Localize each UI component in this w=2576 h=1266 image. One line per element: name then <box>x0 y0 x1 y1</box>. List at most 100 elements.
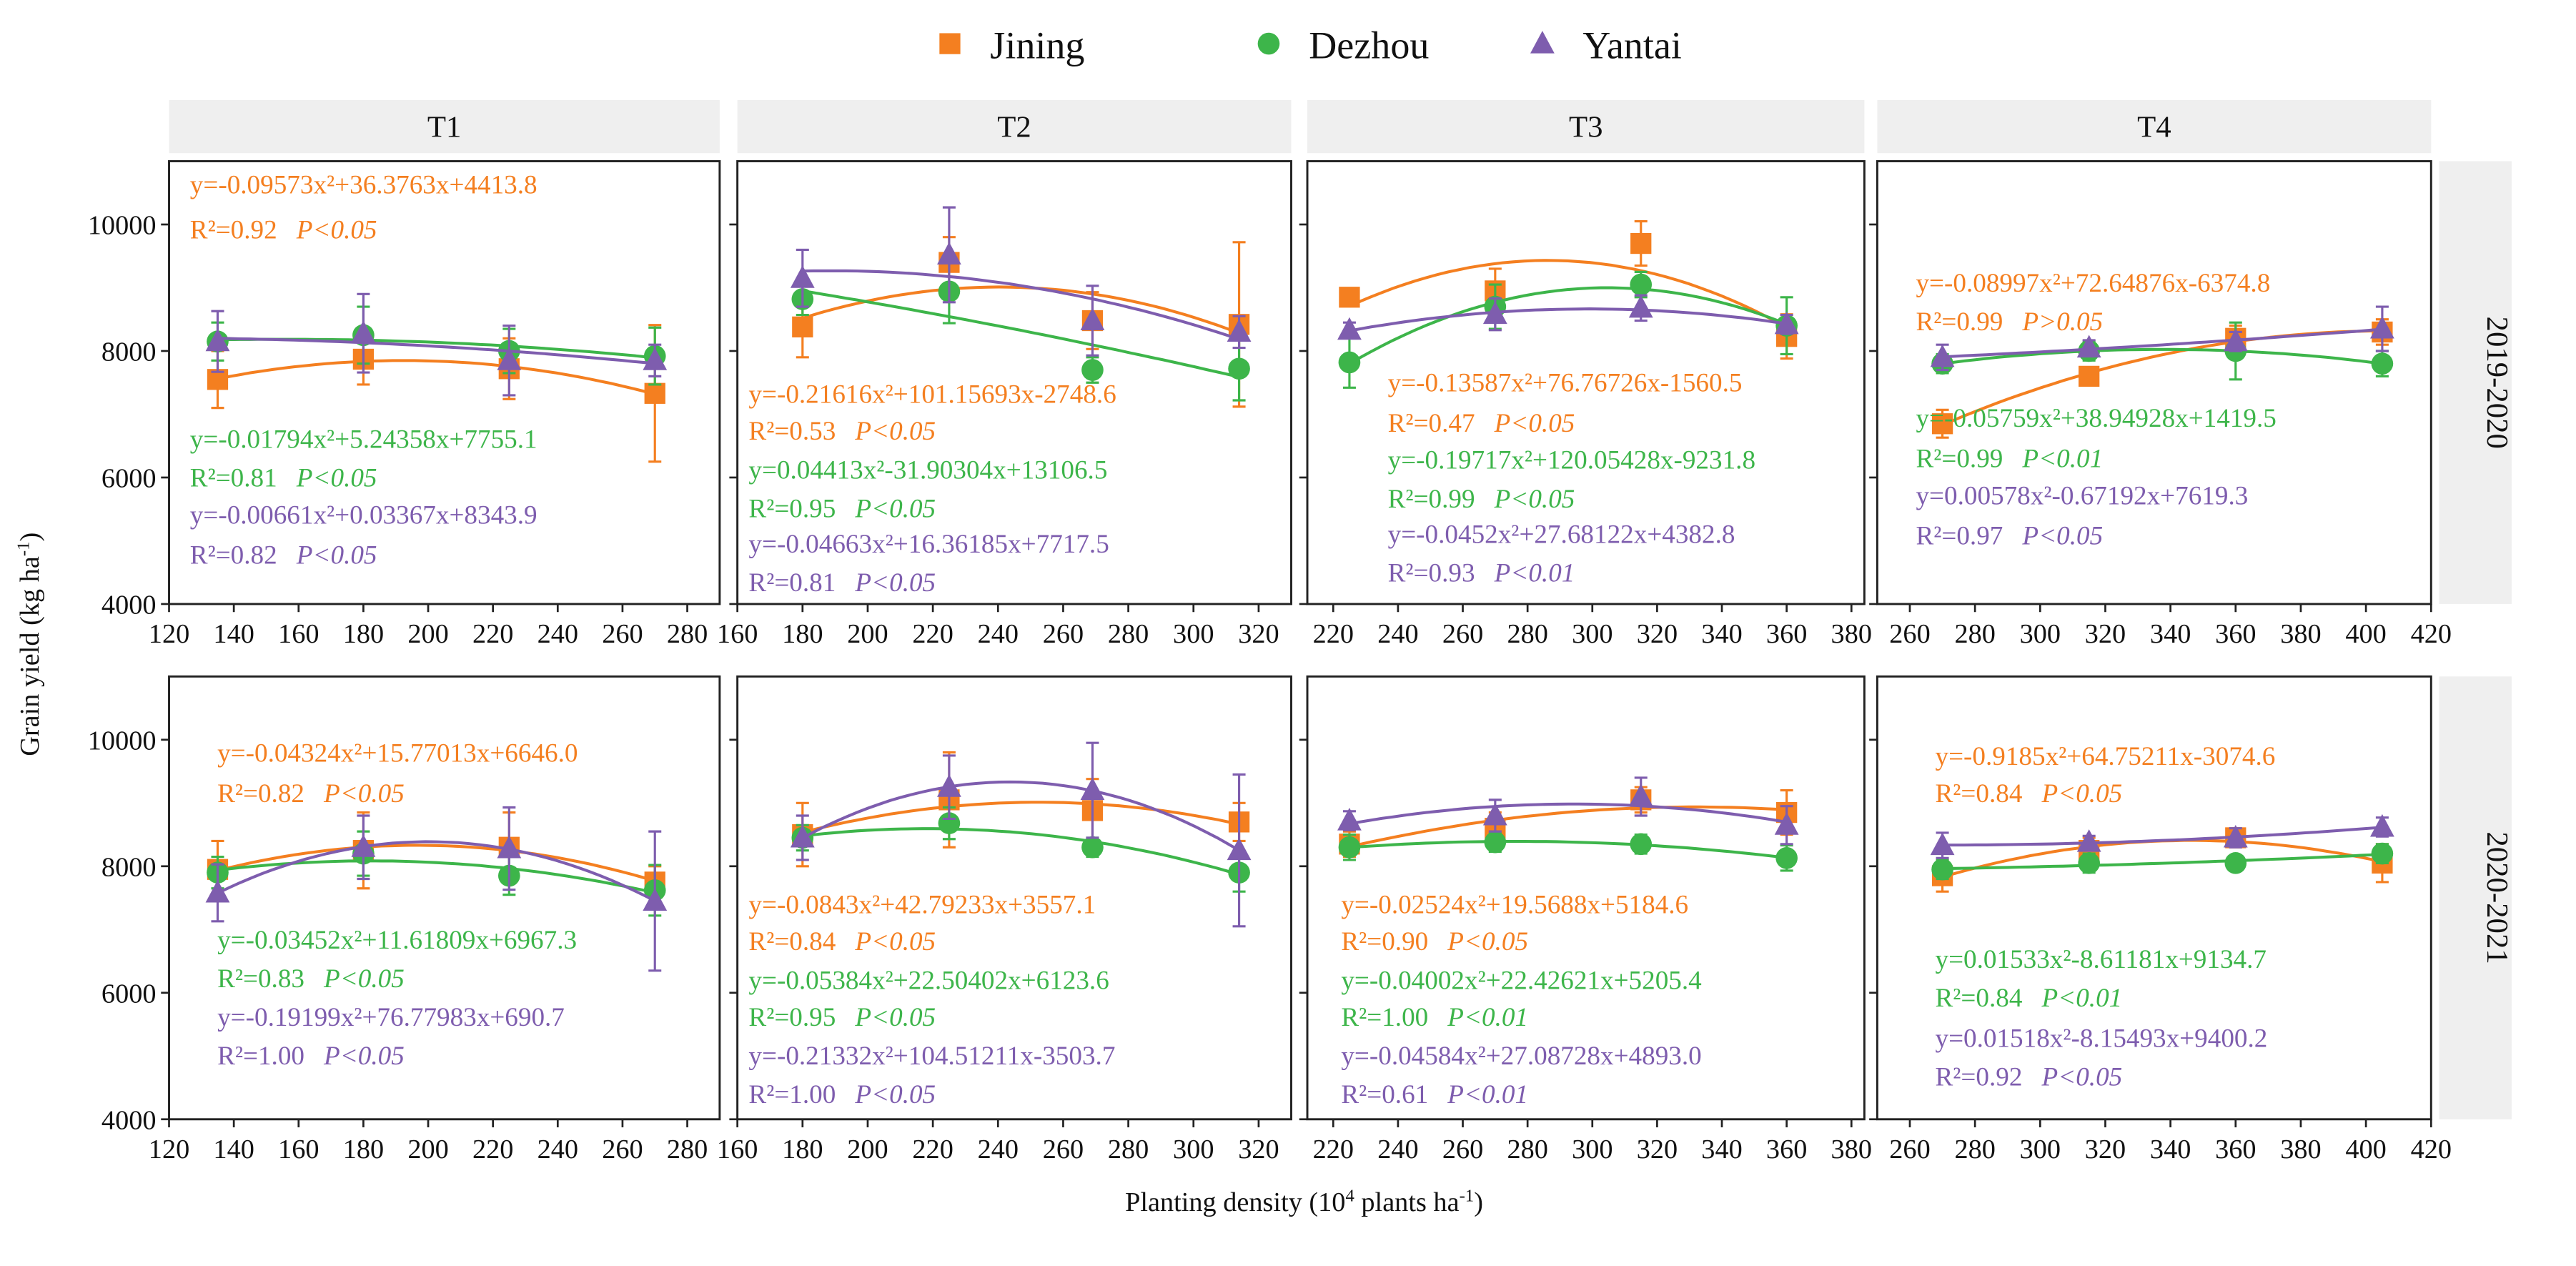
x-tick-label: 260 <box>1043 619 1084 649</box>
data-point-dezhou <box>1338 351 1361 374</box>
data-point-dezhou <box>1228 357 1250 380</box>
x-tick-label: 160 <box>278 1134 319 1164</box>
r-squared-jining: R²=0.53 <box>748 417 836 446</box>
x-axis-label: Planting density (104 plants ha-1) <box>1125 1187 1483 1218</box>
fit-curve-jining <box>802 285 1240 335</box>
fit-curve-yantai <box>1349 802 1787 826</box>
x-tick-label: 160 <box>717 1134 758 1164</box>
data-point-yantai <box>1482 301 1507 325</box>
strip-label-t2: T2 <box>997 111 1031 144</box>
r-squared-yantai: R²=0.92 <box>1936 1062 2023 1092</box>
legend: Jining Dezhou Yantai <box>939 24 1682 66</box>
y-tick-label: 8000 <box>101 337 157 367</box>
x-tick-label: 300 <box>2020 619 2061 649</box>
p-value-yantai: P<0.05 <box>2041 1062 2122 1092</box>
x-tick-label: 160 <box>278 619 319 649</box>
x-tick-label: 340 <box>1701 619 1742 649</box>
data-point-yantai <box>1080 307 1105 331</box>
equation-dezhou: y=0.04413x²-31.90304x+13106.5 <box>748 455 1107 485</box>
data-point-yantai <box>790 824 815 848</box>
x-tick-label: 320 <box>2085 619 2126 649</box>
x-tick-label: 260 <box>602 1134 643 1164</box>
x-tick-label: 280 <box>1954 1134 1995 1164</box>
x-tick-label: 380 <box>1831 1134 1872 1164</box>
fit-curve-dezhou <box>1349 286 1788 365</box>
x-tick-label: 300 <box>2020 1134 2061 1164</box>
r-squared-dezhou: R²=1.00 <box>1341 1003 1428 1032</box>
p-value-dezhou: P<0.01 <box>2041 984 2122 1013</box>
p-value-dezhou: P<0.05 <box>323 964 405 994</box>
x-tick-label: 220 <box>912 1134 953 1164</box>
y-tick-label: 10000 <box>88 211 157 241</box>
p-value-dezhou: P<0.05 <box>296 464 377 493</box>
x-tick-label: 260 <box>1442 619 1483 649</box>
strip-t3 <box>1307 99 1865 154</box>
panel-t4-2020-2021: 260 280 300 320 340 360 380 400 420 y=-0.9185x²+6… <box>1869 675 2452 1164</box>
equation-yantai: y=-0.00661x²+0.03367x+8343.9 <box>190 500 538 530</box>
x-tick-label: 240 <box>978 1134 1019 1164</box>
legend-label-yantai: Yantai <box>1582 24 1682 66</box>
data-point-yantai <box>497 835 522 859</box>
r-squared-dezhou: R²=0.95 <box>748 494 836 523</box>
x-tick-label: 180 <box>343 619 384 649</box>
x-tick-label: 280 <box>667 1134 708 1164</box>
equation-yantai: y=-0.19199x²+76.77983x+690.7 <box>217 1003 565 1032</box>
fit-curve-jining <box>802 801 1239 834</box>
data-point-yantai <box>1930 344 1955 367</box>
strip-label-2020-2021: 2020-2021 <box>2480 831 2514 964</box>
x-tick-label: 180 <box>782 619 823 649</box>
data-point-dezhou <box>1338 836 1361 859</box>
r-squared-yantai: R²=0.82 <box>190 541 277 570</box>
r-squared-yantai: R²=0.81 <box>748 568 836 598</box>
strip-label-2019-2020: 2019-2020 <box>2480 317 2514 449</box>
data-point-yantai <box>2370 315 2394 339</box>
x-tick-label: 240 <box>978 619 1019 649</box>
data-point-yantai <box>1227 837 1252 861</box>
p-value-yantai: P<0.05 <box>323 1042 405 1071</box>
p-value-jining: P>0.05 <box>2021 307 2103 337</box>
data-point-jining <box>1630 232 1652 254</box>
panel-frame <box>1306 675 1866 1121</box>
data-point-dezhou <box>1081 359 1104 381</box>
y-axis-label-sup: -1 <box>14 542 34 557</box>
data-point-yantai <box>790 265 815 288</box>
data-point-dezhou <box>2078 852 2101 874</box>
x-tick-label: 280 <box>1108 619 1149 649</box>
data-point-dezhou <box>2371 842 2394 865</box>
data-point-yantai <box>1774 311 1799 335</box>
x-tick-label: 240 <box>1377 619 1418 649</box>
p-value-jining: P<0.05 <box>296 216 377 245</box>
x-tick-label: 300 <box>1572 619 1613 649</box>
legend-marker-jining <box>939 33 961 54</box>
panel-t1-2020-2021: 4000 6000 8000 10000 120 140 160 180 200 220 240 26… <box>88 675 721 1164</box>
x-tick-label: 220 <box>912 619 953 649</box>
r-squared-dezhou: R²=0.84 <box>1936 984 2023 1013</box>
x-tick-label: 280 <box>1954 619 1995 649</box>
x-tick-label: 340 <box>1701 1134 1742 1164</box>
p-value-dezhou: P<0.05 <box>854 494 936 523</box>
panel-frame <box>1876 160 2432 605</box>
equation-yantai: y=-0.04663x²+16.36185x+7717.5 <box>748 530 1109 559</box>
x-tick-label: 240 <box>1377 1134 1418 1164</box>
fit-curve-yantai <box>217 337 655 365</box>
equation-jining: y=-0.21616x²+101.15693x-2748.6 <box>748 380 1116 409</box>
data-point-yantai <box>643 347 668 370</box>
y-axis-label-main: Grain yield (kg ha <box>15 556 45 756</box>
p-value-yantai: P<0.01 <box>1494 558 1575 588</box>
x-tick-label: 200 <box>407 1134 448 1164</box>
equation-dezhou: y=-0.03452x²+11.61809x+6967.3 <box>217 926 577 955</box>
x-tick-label: 420 <box>2411 1134 2452 1164</box>
fit-curve-yantai <box>801 780 1240 852</box>
data-point-yantai <box>497 347 522 370</box>
x-axis-label-end: ) <box>1474 1187 1483 1217</box>
x-tick-label: 180 <box>782 1134 823 1164</box>
data-point-dezhou <box>2371 352 2394 375</box>
data-point-yantai <box>351 834 376 857</box>
y-tick-label: 6000 <box>101 979 157 1009</box>
panel-t3-2019-2020: 220 240 260 280 300 320 340 360 380 y=-0.13587x²+… <box>1299 160 1872 649</box>
equation-dezhou: y=-0.05384x²+22.50402x+6123.6 <box>748 966 1109 995</box>
panel-frame <box>168 675 721 1121</box>
r-squared-jining: R²=0.92 <box>190 216 277 245</box>
r-squared-jining: R²=0.84 <box>748 927 836 956</box>
